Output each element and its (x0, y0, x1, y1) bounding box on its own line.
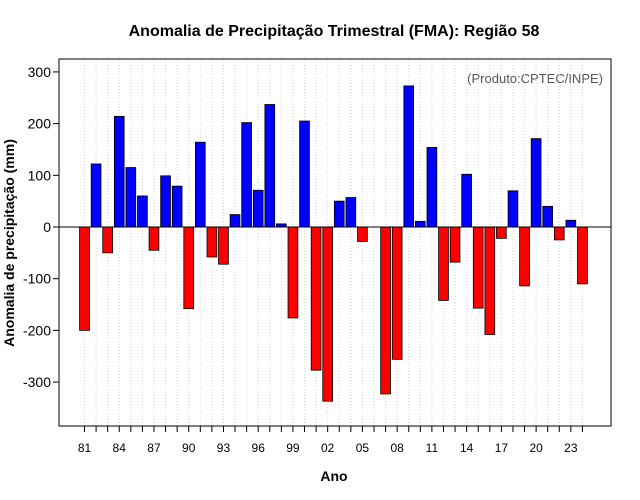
bar-1986 (137, 195, 148, 228)
bar-2010 (415, 220, 426, 228)
bars (79, 85, 588, 402)
x-tick-label: 87 (147, 441, 161, 455)
bar-2022 (553, 226, 565, 241)
x-axis-label: Ano (320, 468, 347, 484)
y-tick-label: -200 (23, 322, 51, 338)
bar-2019 (519, 226, 530, 287)
bar-2011 (426, 146, 438, 228)
bar-1992 (206, 226, 218, 258)
bar-1991 (194, 141, 206, 228)
x-tick-label: 17 (495, 441, 509, 455)
bar-2017 (496, 226, 507, 239)
bar-2018 (507, 190, 519, 228)
bar-1990 (183, 226, 195, 310)
y-tick-label: -300 (23, 374, 51, 390)
bar-1999 (287, 226, 299, 319)
bar-2023 (565, 219, 577, 228)
bar-1981 (79, 226, 90, 331)
bar-2009 (403, 85, 415, 228)
bar-1987 (148, 226, 160, 251)
bar-2013 (449, 226, 461, 263)
plot-frame (58, 58, 612, 427)
bar-1983 (102, 226, 113, 254)
bar-2008 (391, 226, 403, 360)
x-tick-label: 90 (182, 441, 196, 455)
y-tick-label: 100 (28, 167, 52, 183)
bar-1995 (241, 122, 252, 228)
x-tick-label: 96 (252, 441, 266, 455)
bar-2015 (472, 226, 484, 309)
x-tick-label: 08 (390, 441, 404, 455)
x-tick-label: 84 (113, 441, 127, 455)
bar-1994 (229, 214, 241, 228)
x-tick-label: 11 (426, 441, 439, 455)
bar-2004 (345, 197, 357, 228)
x-tick-label: 20 (529, 441, 543, 455)
bar-2005 (357, 226, 368, 242)
x-tick-label: 81 (78, 441, 92, 455)
y-tick-label: -100 (23, 271, 51, 287)
bar-2000 (299, 120, 310, 228)
y-tick-label: 0 (43, 219, 51, 235)
bar-2001 (310, 226, 322, 371)
bar-2014 (461, 173, 472, 228)
y-tick-label: 300 (28, 64, 52, 80)
bar-1988 (160, 175, 171, 228)
x-tick-label: 14 (460, 441, 474, 455)
bar-1989 (171, 185, 183, 228)
x-tick-label: 05 (356, 441, 370, 455)
axes: -300 -200 -100 0 100 200 300 81 84 87 90 93 96 99 02 05… (23, 58, 612, 455)
bar-2021 (542, 205, 553, 228)
bar-2003 (333, 200, 345, 228)
bar-1993 (218, 226, 229, 265)
y-tick-label: 200 (28, 116, 52, 132)
bar-2016 (484, 226, 496, 335)
x-tick-label: 99 (286, 441, 300, 455)
bar-2024 (577, 226, 588, 285)
chart-title: Anomalia de Precipitação Trimestral (FMA… (129, 23, 540, 40)
bar-2020 (530, 138, 542, 228)
bar-2007 (380, 226, 391, 395)
bar-1996 (252, 189, 264, 228)
x-tick-label: 02 (321, 441, 335, 455)
bar-1997 (264, 104, 276, 228)
y-axis-label: Anomalia de precipitação (mm) (1, 139, 17, 347)
bar-1984 (113, 115, 125, 228)
bar-2002 (322, 226, 333, 402)
x-tick-label: 23 (564, 441, 578, 455)
bar-2012 (438, 226, 449, 301)
x-tick-label: 93 (217, 441, 231, 455)
bar-1985 (125, 167, 137, 228)
bar-1982 (90, 163, 102, 228)
